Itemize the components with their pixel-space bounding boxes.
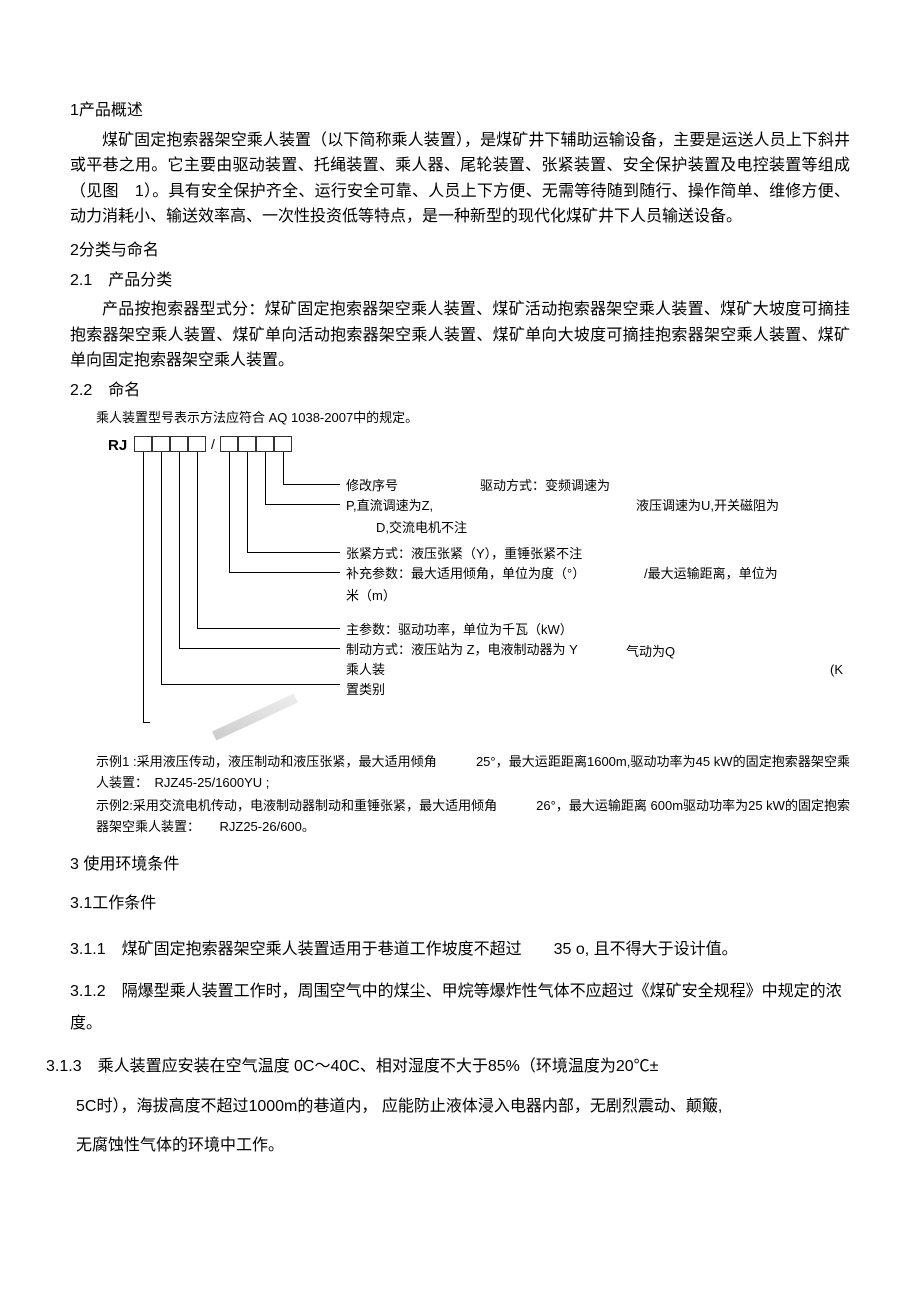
diag-label-4: 补充参数：最大适用倾角，单位为度（°） [346, 564, 585, 585]
slash: / [206, 436, 220, 452]
box [256, 436, 274, 452]
hline [265, 504, 340, 505]
section-2-title: 2分类与命名 [70, 238, 850, 264]
diag-label-7b: (K [830, 660, 843, 681]
diag-label-2b: 液压调速为U,开关磁阻为 [636, 496, 779, 517]
section-2-1-title: 2.1 产品分类 [70, 268, 850, 294]
code-boxes: / [134, 436, 292, 452]
para-3-1-3c: 无腐蚀性气体的环境中工作。 [76, 1133, 850, 1159]
hline [247, 552, 340, 553]
hline [161, 684, 340, 685]
box [170, 436, 188, 452]
para-3-1-1: 3.1.1 煤矿固定抱索器架空乘人装置适用于巷道工作坡度不超过 35 o, 且不… [70, 937, 850, 963]
vline [247, 452, 248, 552]
hline [229, 572, 340, 573]
diag-label-4c: 米（m） [346, 586, 396, 607]
section-2-2-note: 乘人装置型号表示方法应符合 AQ 1038-2007中的规定。 [96, 408, 850, 429]
box [188, 436, 206, 452]
diag-label-7c: 置类别 [346, 680, 385, 701]
vline [179, 452, 180, 648]
para-3-1-3b: 5C时），海拔高度不超过1000m的巷道内， 应能防止液体浸入电器内部，无剧烈震… [76, 1094, 850, 1120]
vline [265, 452, 266, 504]
box [220, 436, 238, 452]
section-2-2-title: 2.2 命名 [70, 378, 850, 404]
diag-label-1: 修改序号 [346, 476, 398, 497]
vline [161, 452, 162, 684]
rj-prefix: RJ [108, 434, 127, 458]
hline [179, 648, 340, 649]
section-3-title: 3 使用环境条件 [70, 852, 850, 878]
section-1-title: 1产品概述 [70, 98, 850, 124]
diag-label-6b: 气动为Q [626, 642, 675, 663]
diag-label-3: 张紧方式：液压张紧（Y），重锤张紧不注 [346, 544, 582, 565]
section-2-1-para: 产品按抱索器型式分：煤矿固定抱索器架空乘人装置、煤矿活动抱索器架空乘人装置、煤矿… [70, 297, 850, 374]
hline [197, 628, 340, 629]
section-1-para: 煤矿固定抱索器架空乘人装置（以下简称乘人装置），是煤矿井下辅助运输设备，主要是运… [70, 128, 850, 230]
naming-diagram: RJ / 修改序号 驱动方式：变频调速为 P,直流调速为Z, 液压调速为U,开关… [70, 434, 850, 744]
diag-label-7: 乘人装 [346, 660, 385, 681]
section-3-1-title: 3.1工作条件 [70, 891, 850, 917]
vline [143, 452, 144, 722]
box [152, 436, 170, 452]
example-2: 示例2:采用交流电机传动，电液制动器制动和重锤张紧，最大适用倾角 26°，最大运… [96, 796, 850, 838]
diag-label-1b: 驱动方式：变频调速为 [480, 476, 610, 497]
diag-label-5: 主参数：驱动功率，单位为千瓦（kW） [346, 620, 573, 641]
para-3-1-2: 3.1.2 隔爆型乘人装置工作时，周围空气中的煤尘、甲烷等爆炸性气体不应超过《煤… [70, 976, 850, 1040]
para-3-1-3a: 3.1.3 乘人装置应安装在空气温度 0C～40C、相对湿度不大于85%（环境温… [46, 1054, 850, 1080]
vline [283, 452, 284, 484]
diag-label-2: P,直流调速为Z, [346, 496, 433, 517]
diag-label-6: 制动方式：液压站为 Z，电液制动器为 Y [346, 640, 578, 661]
hline [143, 722, 150, 723]
box [238, 436, 256, 452]
box [134, 436, 152, 452]
example-1: 示例1 :采用液压传动，液压制动和液压张紧，最大适用倾角 25°，最大运距距离1… [96, 752, 850, 794]
hline [283, 484, 340, 485]
box [274, 436, 292, 452]
vline [229, 452, 230, 572]
shade-mark [212, 694, 298, 741]
diag-label-2c: D,交流电机不注 [376, 518, 467, 539]
vline [197, 452, 198, 628]
diag-label-4b: /最大运输距离，单位为 [644, 564, 778, 585]
